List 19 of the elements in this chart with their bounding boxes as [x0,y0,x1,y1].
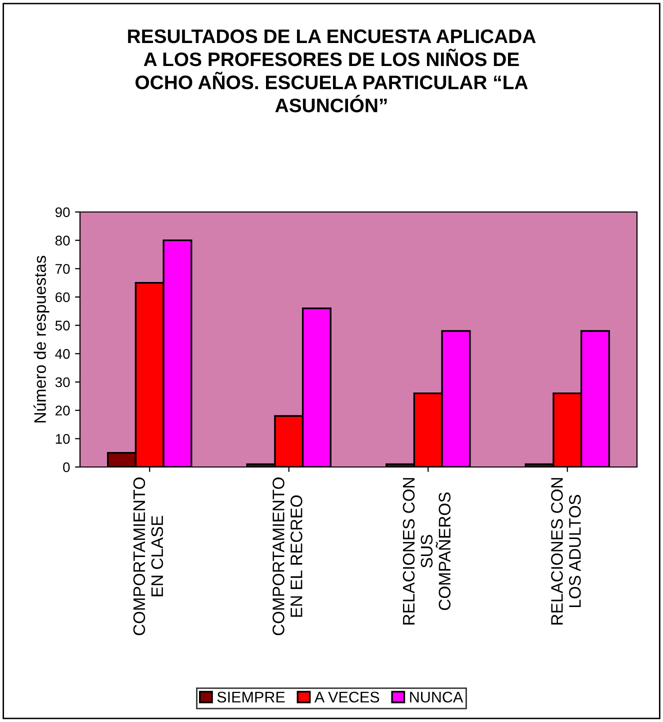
y-tick-label: 90 [55,207,70,218]
y-tick-label: 50 [55,320,70,331]
legend-label: A VECES [314,692,380,703]
legend-label: NUNCA [410,692,464,703]
x-tick-label: RELACIONES CON SUS COMPAÑEROS [402,478,451,624]
y-tick-label: 60 [56,292,70,302]
y-tick-label: 40 [55,349,70,359]
y-tick-label: 80 [55,236,70,246]
y-axis-title: Número de respuestas [34,256,50,422]
chart-title: RESULTADOS DE LA ENCUESTA APLICADA A LOS PROFESORES DE LOS NIÑOS DE OCHO AÑOS. ESCUELA PARTICULAR “LA ASUNCIÓN” [128,29,536,112]
x-tick-label: COMPORTAMIENTO EN CLASE [133,478,164,636]
y-tick-label: 30 [55,377,70,388]
y-tick-label: 20 [56,406,70,416]
x-tick-label: RELACIONES CON LOS ADULTOS [551,478,581,624]
y-tick-label: 70 [56,264,70,274]
y-tick-label: 10 [56,434,70,444]
legend-label: SIEMPRE [217,692,285,703]
x-tick-label: COMPORTAMIENTO EN EL RECREO [272,478,302,636]
y-tick-label: 0 [63,462,70,472]
